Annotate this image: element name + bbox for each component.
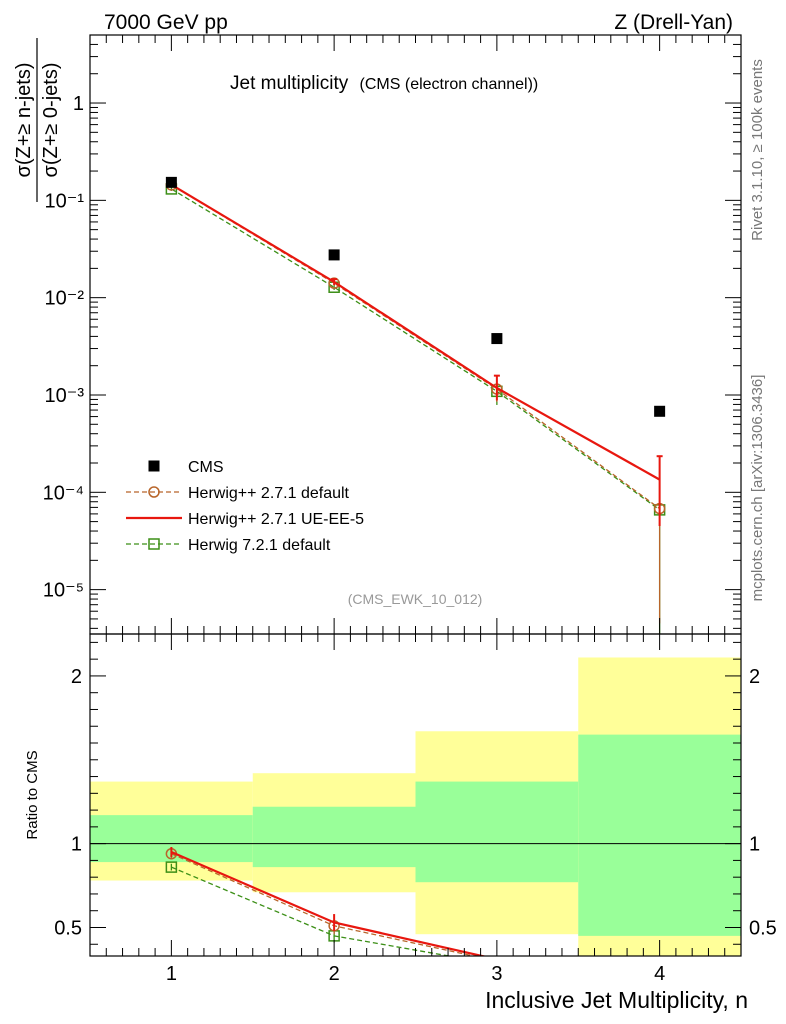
main-ylabel-denominator: σ(Z+≥ 0-jets)	[40, 63, 62, 178]
legend-label: Herwig 7.2.1 default	[188, 537, 331, 554]
main-ytick-label: 1	[73, 93, 84, 115]
ratio-ylabel: Ratio to CMS	[24, 750, 41, 839]
main-panel: 1 10⁻¹ 10⁻² 10⁻³ 10⁻⁴ 10⁻⁵ Jet multiplicity (…	[13, 34, 742, 635]
main-line-3	[171, 188, 661, 511]
main-ticks: 1 10⁻¹ 10⁻² 10⁻³ 10⁻⁴ 10⁻⁵	[43, 34, 741, 629]
legend-label: CMS	[188, 459, 224, 476]
legend-label: Herwig++ 2.7.1 default	[188, 485, 350, 502]
chart-title: Jet multiplicity (CMS (electron channel)…	[230, 73, 538, 94]
rivet-label: Rivet 3.1.10, ≥ 100k events	[749, 59, 766, 241]
main-ylabel: σ(Z+≥ n-jets) σ(Z+≥ 0-jets)	[13, 38, 62, 202]
x-axis-label: Inclusive Jet Multiplicity, n	[485, 987, 748, 1013]
ratio-ytick-label-right: 2	[749, 666, 760, 688]
main-ytick-label: 10⁻¹	[45, 190, 85, 212]
legend-marker	[148, 460, 160, 472]
header-right: Z (Drell-Yan)	[614, 11, 733, 34]
legend-marker	[148, 538, 160, 550]
legend-item: CMS	[148, 459, 224, 476]
main-ytick-label: 10⁻²	[45, 288, 85, 310]
legend-item: Herwig++ 2.7.1 default	[126, 485, 350, 502]
ratio-ticks: 1 1 2 2 0.5 0.5	[54, 641, 777, 945]
header-left: 7000 GeV pp	[104, 11, 228, 34]
main-point-cms	[165, 176, 177, 188]
main-series	[165, 176, 666, 634]
x-tick-label: 1	[166, 963, 177, 985]
main-ylabel-numerator: σ(Z+≥ n-jets)	[13, 63, 35, 178]
legend-item: Herwig++ 2.7.1 UE-EE-5	[126, 511, 364, 528]
legend-label: Herwig++ 2.7.1 UE-EE-5	[188, 511, 364, 528]
ratio-line-0	[171, 853, 477, 956]
watermark: (CMS_EWK_10_012)	[348, 591, 483, 607]
main-point-cms	[654, 405, 666, 417]
legend-item: Herwig 7.2.1 default	[126, 537, 331, 554]
x-ticks: 1 2 3 4	[89, 35, 742, 985]
main-ytick-label: 10⁻³	[45, 385, 85, 407]
ratio-band-green	[415, 781, 579, 883]
source-label: mcplots.cern.ch [arXiv:1306.3436]	[749, 375, 766, 602]
legend: CMS Herwig++ 2.7.1 default Herwig++ 2.7.1 …	[126, 459, 364, 554]
ratio-ytick-label-left: 2	[71, 666, 82, 688]
ratio-band-green	[578, 734, 741, 936]
x-tick-label: 4	[654, 963, 665, 985]
ratio-band-green	[252, 806, 416, 868]
main-point-cms	[491, 333, 503, 345]
ratio-ytick-label-right: 1	[749, 834, 760, 856]
chart-subtitle: (CMS (electron channel))	[360, 76, 539, 93]
ratio-line-1	[170, 851, 488, 956]
ratio-panel: 1 1 2 2 0.5 0.5 Ratio to CMS	[24, 633, 777, 957]
x-tick-label: 3	[491, 963, 502, 985]
x-tick-label: 2	[329, 963, 340, 985]
ratio-ytick-label-left: 1	[71, 834, 82, 856]
main-ytick-label: 10⁻⁵	[43, 580, 84, 602]
ratio-point	[165, 861, 178, 873]
ratio-bands	[90, 657, 741, 956]
main-point-cms	[328, 249, 340, 261]
legend-marker	[148, 486, 160, 498]
chart-title-main: Jet multiplicity	[230, 73, 349, 94]
main-ytick-label: 10⁻⁴	[43, 482, 84, 504]
ratio-ytick-label-left: 0.5	[54, 917, 82, 939]
main-line-2	[170, 183, 661, 481]
ratio-ytick-label-right: 0.5	[749, 917, 777, 939]
